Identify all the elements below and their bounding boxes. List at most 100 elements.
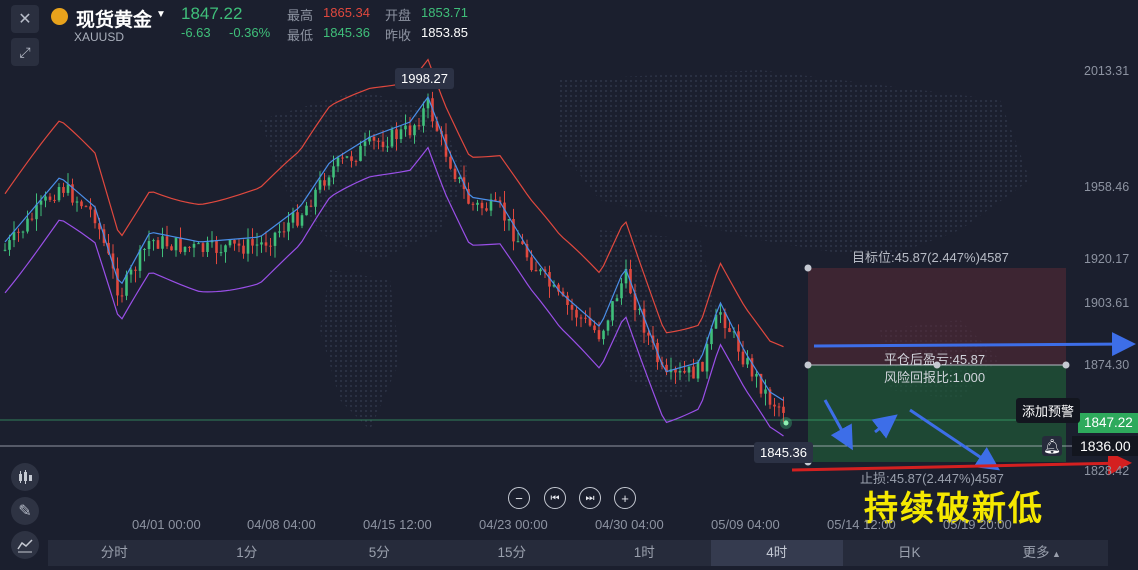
- candle-body: [489, 199, 493, 211]
- candle-body: [485, 208, 488, 211]
- candle-body: [332, 166, 335, 178]
- candle-body: [345, 156, 349, 158]
- low-value: 1845.36: [323, 25, 370, 40]
- candle-body: [732, 331, 736, 333]
- candle-body: [233, 239, 236, 244]
- candle-body: [71, 184, 74, 203]
- candle-body: [674, 369, 677, 373]
- low-price-label: 1845.36: [754, 442, 813, 463]
- tab-4h[interactable]: 4时: [710, 540, 843, 566]
- dropdown-icon[interactable]: ▼: [156, 9, 166, 20]
- candle-body: [147, 241, 151, 250]
- caption-text: 持续破新低: [864, 490, 1044, 528]
- candle-body: [543, 269, 547, 273]
- skip-back-icon: ⏮: [550, 492, 560, 504]
- candle-body: [777, 406, 781, 408]
- candle-body: [647, 332, 650, 336]
- candle-body: [368, 136, 371, 142]
- candle-body: [521, 241, 524, 245]
- zoom-out-button[interactable]: −: [508, 487, 530, 509]
- draw-tool-button[interactable]: ✎: [11, 497, 39, 525]
- candle-body: [480, 202, 484, 209]
- indicator-tool-button[interactable]: [11, 531, 39, 559]
- candlestick-icon: [19, 470, 32, 484]
- candle-body: [138, 249, 142, 271]
- candle-body: [566, 295, 569, 305]
- candle-body: [683, 371, 686, 373]
- tab-1h[interactable]: 1时: [633, 545, 655, 560]
- candle-body: [611, 301, 614, 321]
- candle-body: [327, 177, 331, 186]
- x-tick: 04/23 00:00: [479, 517, 548, 532]
- candle-body: [323, 180, 326, 186]
- instrument-title[interactable]: 现货黄金: [76, 10, 153, 31]
- zoom-in-button[interactable]: +: [614, 487, 636, 509]
- tab-fenshi[interactable]: 分时: [100, 545, 128, 560]
- timeframe-tabs: 分时 1分 5分 15分 1时 4时 日K 更多 ▲: [48, 540, 1108, 566]
- tab-15min[interactable]: 15分: [497, 545, 527, 560]
- stop-label: 止损:45.87(2.447%)4587: [860, 471, 1004, 486]
- candle-body: [764, 389, 767, 394]
- candle-body: [516, 241, 520, 243]
- candle-body: [561, 291, 565, 296]
- candle-body: [620, 283, 623, 299]
- prev-close-value: 1853.85: [421, 25, 468, 40]
- candle-body: [584, 317, 587, 319]
- candle-body: [408, 125, 412, 136]
- candle-body: [336, 157, 340, 167]
- candle-body: [539, 269, 542, 272]
- x-tick: 05/19 20:00: [943, 517, 1012, 532]
- candle-body: [435, 121, 439, 131]
- candle-body: [728, 328, 731, 332]
- candle-body: [8, 240, 11, 250]
- candle-body: [696, 361, 700, 379]
- more-label: 更多: [1022, 545, 1050, 560]
- candle-body: [386, 146, 389, 148]
- add-alert-tooltip[interactable]: 添加预警: [1016, 398, 1081, 423]
- candle-body: [737, 331, 740, 352]
- x-tick: 04/01 00:00: [132, 517, 201, 532]
- candle-body: [98, 223, 101, 230]
- jump-start-button[interactable]: ⏮: [544, 487, 566, 509]
- candle-body: [615, 298, 619, 302]
- candle-body: [179, 237, 182, 253]
- jump-end-button[interactable]: ⏭: [579, 487, 601, 509]
- candle-body: [494, 199, 497, 201]
- candle-body: [291, 212, 295, 223]
- candle-body: [417, 125, 421, 127]
- current-price-tag: 1847.22: [1078, 413, 1138, 433]
- open-value: 1853.71: [421, 5, 468, 20]
- tab-more[interactable]: 更多 ▲: [976, 540, 1109, 566]
- close-button[interactable]: ✕: [11, 5, 39, 33]
- expand-icon: ⤢: [19, 43, 31, 60]
- price-chart[interactable]: [0, 0, 1138, 540]
- bell-icon[interactable]: 🔔︎: [1042, 436, 1062, 456]
- high-value: 1865.34: [323, 5, 370, 20]
- candlestick-tool-button[interactable]: [11, 463, 39, 491]
- candle-body: [84, 206, 88, 208]
- candle-body: [237, 243, 241, 246]
- red-arrow-support: [791, 451, 1132, 476]
- tab-1min[interactable]: 1分: [236, 545, 258, 560]
- candle-body: [314, 189, 317, 207]
- candle-body: [741, 351, 745, 365]
- candle-body: [111, 253, 115, 269]
- candle-body: [467, 189, 470, 204]
- expand-button[interactable]: ⤢: [11, 38, 39, 66]
- candle-body: [165, 236, 169, 247]
- high-label: 最高: [287, 8, 314, 23]
- candle-body: [512, 219, 515, 242]
- x-tick: 05/09 04:00: [711, 517, 780, 532]
- candle-body: [714, 314, 718, 329]
- peak-price-label: 1998.27: [395, 68, 454, 89]
- tab-daily[interactable]: 日K: [897, 545, 921, 560]
- plus-icon: +: [621, 490, 629, 506]
- candle-body: [471, 203, 475, 205]
- candle-body: [48, 196, 52, 200]
- tab-5min[interactable]: 5分: [368, 545, 390, 560]
- candle-body: [260, 242, 263, 245]
- candle-body: [692, 366, 695, 379]
- candle-body: [120, 295, 124, 297]
- candle-body: [134, 269, 137, 271]
- skip-forward-icon: ⏭: [585, 492, 595, 504]
